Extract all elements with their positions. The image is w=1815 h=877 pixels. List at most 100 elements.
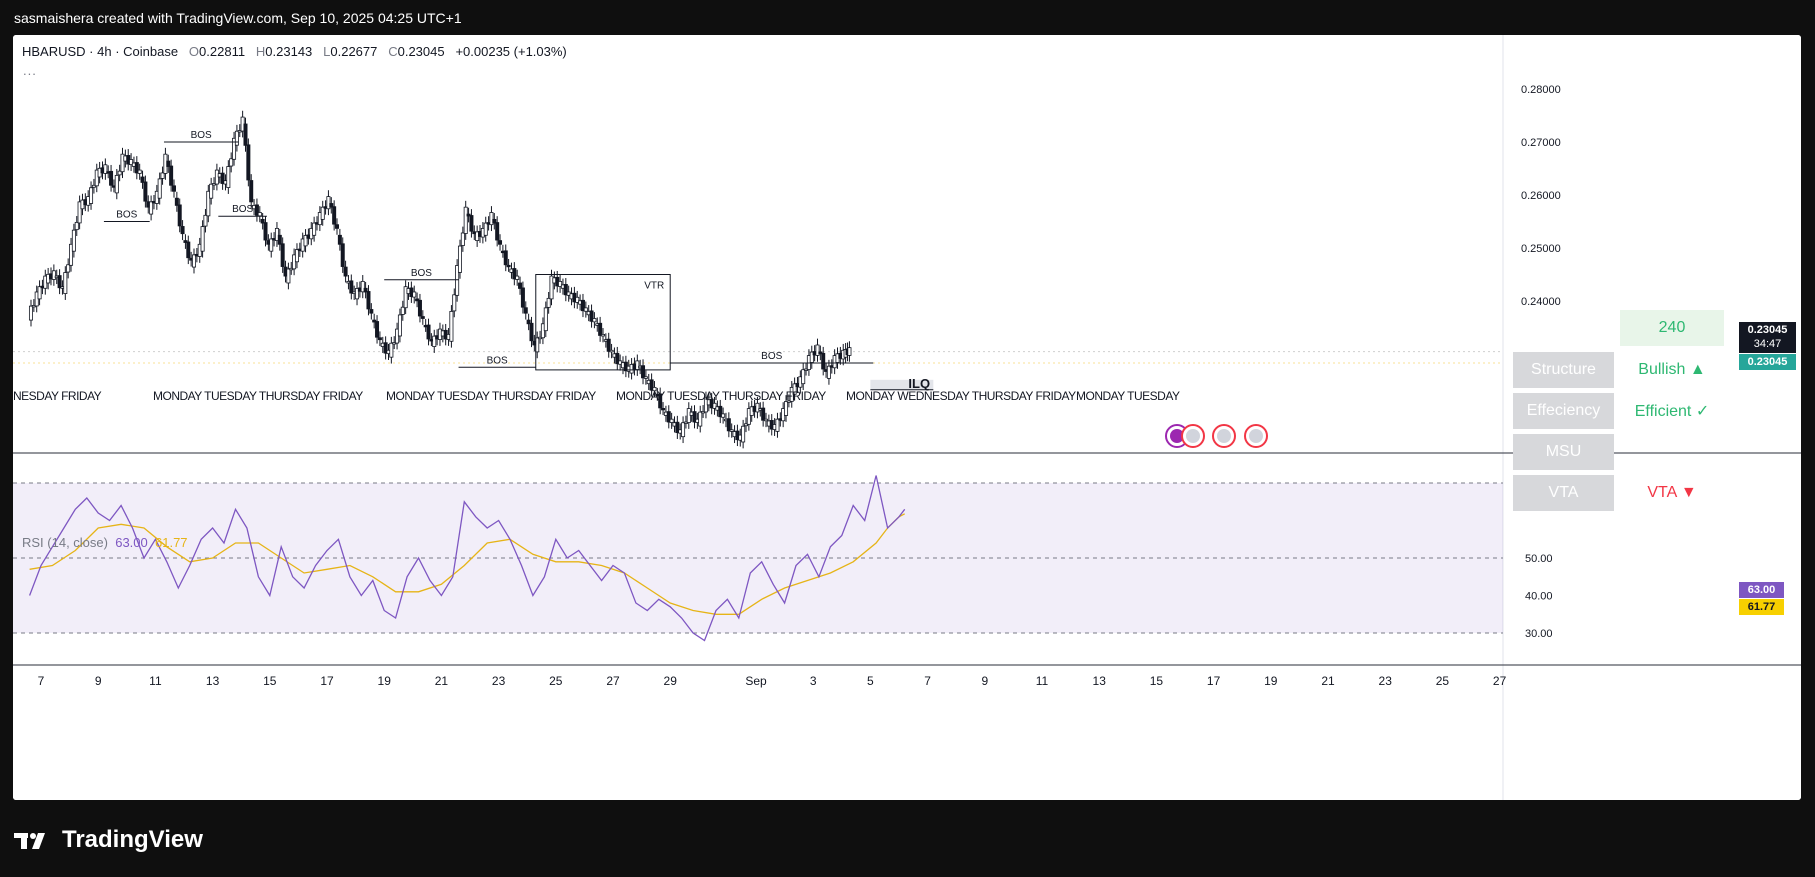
rsi-title[interactable]: RSI (14, close)	[22, 535, 108, 550]
candle-body	[103, 164, 108, 174]
candle	[558, 275, 563, 293]
candle-body	[592, 318, 597, 323]
candle-body	[543, 307, 548, 332]
rsi-ma-tag: 61.77	[1739, 599, 1784, 615]
ilq-label: ILQ	[908, 376, 930, 391]
candle	[658, 387, 663, 415]
candle-body	[523, 307, 528, 314]
candle	[192, 248, 197, 274]
candle-body	[598, 322, 603, 336]
candle	[71, 223, 76, 258]
candle-body	[377, 337, 382, 341]
candle-body	[120, 153, 125, 173]
candle	[77, 195, 82, 230]
candle-body	[755, 402, 760, 413]
candle-body	[503, 250, 508, 266]
candle-body	[815, 344, 820, 356]
candle-body	[792, 383, 797, 395]
candle	[455, 259, 460, 302]
candle-body	[294, 249, 299, 263]
candle-body	[515, 275, 520, 280]
candle-body	[460, 232, 465, 246]
event-icon-fill	[1217, 429, 1231, 443]
candle-body	[166, 160, 171, 167]
candle	[415, 292, 420, 308]
candle-body	[340, 243, 345, 267]
candle	[234, 124, 239, 152]
legend-more-icon[interactable]: ...	[23, 63, 37, 78]
candle-body	[320, 206, 325, 220]
price-tick-label: 0.28000	[1521, 84, 1561, 96]
candle-body	[761, 407, 766, 421]
candle	[160, 166, 165, 185]
candle	[420, 310, 425, 325]
candle	[294, 243, 299, 269]
brand-name: TradingView	[62, 826, 203, 853]
candle-body	[335, 224, 340, 229]
candle	[466, 207, 471, 223]
candle	[746, 402, 751, 431]
current-price: 0.23045	[1747, 324, 1788, 336]
candle	[229, 152, 234, 173]
candle-body	[669, 418, 674, 423]
candle-body	[729, 429, 734, 432]
candle-body	[206, 190, 211, 217]
candle-body	[489, 212, 494, 226]
candle	[452, 288, 457, 318]
candle-body	[457, 245, 462, 273]
candle	[166, 154, 171, 173]
timeframe-box: 240	[1620, 310, 1724, 346]
price-tick-label: 0.27000	[1521, 137, 1561, 149]
time-tick-label: 7	[38, 674, 45, 688]
candle	[526, 313, 531, 331]
candle	[91, 178, 96, 194]
candle-body	[372, 319, 377, 323]
candle	[592, 312, 597, 329]
candle-body	[226, 166, 231, 188]
candle	[269, 232, 274, 258]
candle-body	[661, 408, 666, 411]
candle	[140, 170, 145, 189]
time-tick-label: 23	[492, 674, 506, 688]
candle-body	[134, 162, 139, 174]
candle-body	[809, 351, 814, 363]
candle	[721, 407, 726, 424]
candle-body	[74, 221, 79, 231]
bos-label: BOS	[191, 130, 212, 141]
time-tick-label: 7	[924, 674, 931, 688]
candle-body	[575, 296, 580, 303]
candle-body	[518, 282, 523, 289]
candle	[520, 281, 525, 314]
time-tick-label: 27	[1493, 674, 1507, 688]
candle	[495, 216, 500, 247]
candle-body	[263, 222, 268, 241]
candle-body	[274, 227, 279, 241]
symbol-info[interactable]: HBARUSD · 4h · Coinbase	[22, 44, 179, 59]
candle	[263, 216, 268, 247]
candle-body	[57, 275, 62, 289]
candle-body	[847, 347, 852, 356]
candle-body	[94, 169, 99, 187]
candle-body	[269, 238, 274, 252]
candle-body	[369, 309, 374, 314]
candle-body	[452, 294, 457, 312]
candle	[815, 338, 820, 362]
rsi-tick-label: 40.00	[1525, 591, 1553, 603]
candle-body	[286, 268, 291, 284]
candle-body	[506, 264, 511, 268]
bos-label: BOS	[116, 210, 137, 221]
candle	[606, 332, 611, 358]
panel-label-efficiency: Effeciency	[1513, 393, 1614, 429]
candle	[463, 200, 468, 240]
candle-body	[495, 222, 500, 241]
mirror-price-tag: 0.23045	[1739, 354, 1796, 370]
chart-canvas[interactable]: 0.280000.270000.260000.250000.240000.220…	[13, 35, 1801, 800]
candle-body	[498, 240, 503, 245]
candle	[157, 172, 162, 205]
candle	[349, 274, 354, 300]
candle	[523, 301, 528, 320]
candle	[589, 304, 594, 328]
open-label: O	[188, 44, 200, 59]
candle-body	[641, 365, 646, 379]
panel-value-efficiency: Efficient ✓	[1634, 403, 1710, 420]
